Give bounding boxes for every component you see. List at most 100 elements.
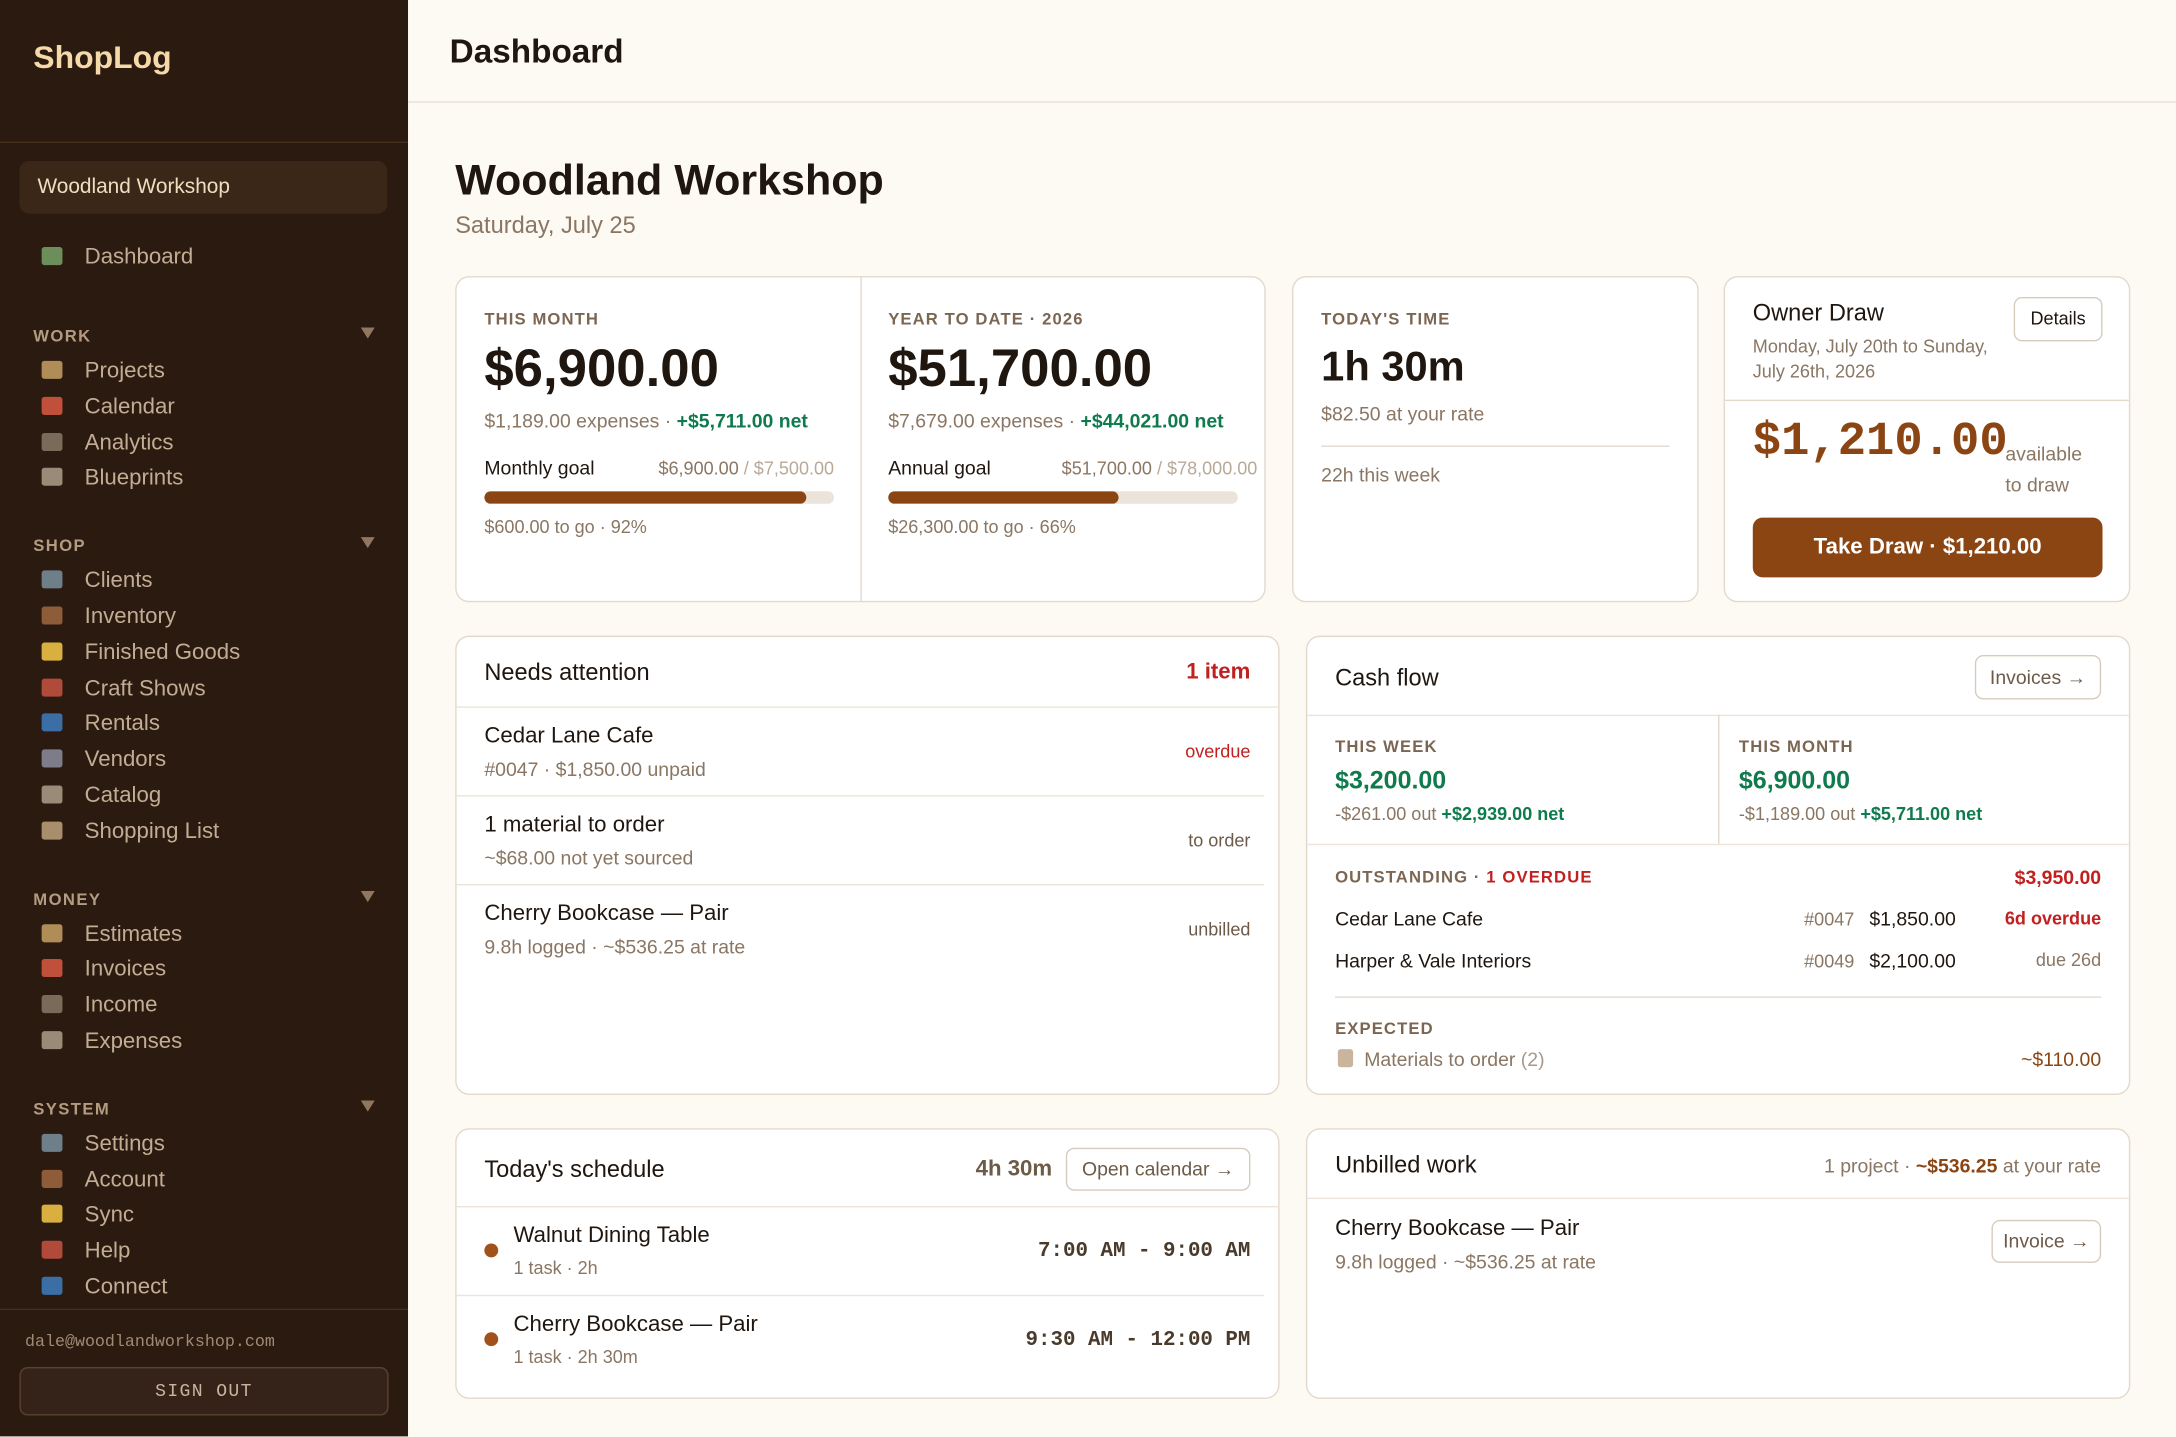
progress-fill [888, 491, 1120, 504]
nav-item[interactable]: Blueprints [33, 467, 183, 492]
nav-item[interactable]: Inventory [33, 605, 176, 630]
item-time: 9:30 AM - 12:00 PM [1025, 1328, 1251, 1352]
divider [0, 1308, 409, 1311]
icon [41, 785, 63, 804]
client[interactable]: Harper & Vale Interiors [1335, 949, 1532, 972]
icon [41, 570, 63, 589]
nav-item[interactable]: Craft Shows [33, 677, 206, 702]
progress-label: $600.00 to go · 92% [484, 516, 647, 538]
divider [1307, 843, 2129, 846]
nav-item[interactable]: Shopping List [33, 820, 219, 845]
item-title[interactable]: Cherry Bookcase — Pair [513, 1312, 758, 1337]
item-title[interactable]: Cedar Lane Cafe [484, 724, 654, 749]
nav-item[interactable]: Clients [33, 569, 153, 594]
nav-item[interactable]: Income [33, 994, 157, 1019]
item-detail: 1 task · 2h 30m [513, 1346, 638, 1367]
nav-item[interactable]: Finished Goods [33, 641, 240, 666]
nav-item[interactable]: Settings [33, 1132, 165, 1157]
details-button[interactable]: Details [2013, 296, 2103, 342]
header-title: Dashboard [449, 33, 624, 71]
label: OUTSTANDING · [1335, 867, 1481, 887]
divider [1718, 714, 1720, 844]
nav-item[interactable]: Help [33, 1240, 130, 1265]
sign-out-button[interactable]: SIGN OUT [19, 1366, 389, 1416]
nav-item[interactable]: Calendar [33, 395, 175, 420]
goal-target: / $78,000.00 [1157, 457, 1258, 479]
title: Needs attention [484, 659, 650, 686]
nav-item[interactable]: Invoices [33, 958, 166, 983]
amount: $6,900.00 [484, 340, 719, 399]
expenses-line: $7,679.00 expenses · +$44,021.00 net [888, 409, 1223, 431]
nav-label: Clients [84, 569, 153, 593]
nav-label: Connect [84, 1275, 168, 1299]
invoice: #0047 [1804, 909, 1855, 930]
brand[interactable]: ShopLog [33, 38, 172, 75]
progress-track [484, 491, 835, 504]
item-title[interactable]: 1 material to order [484, 813, 665, 837]
open-calendar-button[interactable]: Open calendar → [1065, 1147, 1251, 1191]
draw-amount: $1,210.00 [1752, 416, 2008, 470]
hours: 1h 30m [1321, 344, 1465, 390]
divider [456, 1205, 1279, 1208]
icon [41, 468, 63, 487]
amount: $1,850.00 [1869, 907, 1956, 930]
item-detail: #0047 · $1,850.00 unpaid [484, 757, 706, 780]
goal-values: $6,900.00 / $7,500.00 [658, 458, 834, 479]
page-title: Woodland Workshop [455, 155, 884, 205]
nav-item[interactable]: Projects [33, 359, 165, 384]
nav-item[interactable]: Rentals [33, 712, 160, 737]
nav-item[interactable]: Analytics [33, 431, 174, 456]
nav-item[interactable]: Vendors [33, 748, 166, 773]
item-title[interactable]: Cherry Bookcase — Pair [484, 902, 729, 926]
nav-label: Catalog [84, 784, 162, 808]
net: +$44,021.00 net [1080, 409, 1224, 432]
count: (2) [1520, 1047, 1545, 1070]
label: THIS MONTH [484, 309, 600, 329]
owner-draw-card: Owner Draw Details Monday, July 20th to … [1723, 276, 2131, 603]
icon [41, 396, 63, 415]
nav-item[interactable]: Expenses [33, 1030, 182, 1055]
goal-label: Annual goal [888, 456, 991, 479]
label: THIS MONTH [1738, 736, 1854, 757]
nav-label: Income [84, 993, 158, 1018]
divider [456, 884, 1265, 886]
nav-item[interactable]: Estimates [33, 922, 182, 947]
title: Cash flow [1335, 664, 1439, 692]
nav-item[interactable]: Account [33, 1168, 165, 1193]
workspace[interactable]: Woodland Workshop [19, 160, 388, 214]
stats-card: THIS MONTH $6,900.00 $1,189.00 expenses … [455, 276, 1266, 603]
item-title[interactable]: Walnut Dining Table [513, 1224, 710, 1248]
item-detail: 9.8h logged · ~$536.25 at rate [1335, 1250, 1596, 1273]
nav-item[interactable]: Dashboard [33, 246, 193, 271]
collapse-toggle[interactable] [360, 890, 375, 902]
invoice-button[interactable]: Invoice → [1991, 1219, 2102, 1263]
status: 6d overdue [2004, 907, 2102, 929]
out-line: -$261.00 out +$2,939.00 net [1335, 804, 1564, 825]
count: 1 item [1186, 660, 1251, 685]
collapse-toggle[interactable] [360, 327, 375, 339]
title: Today's schedule [484, 1156, 665, 1183]
out: -$1,189.00 out [1738, 803, 1856, 825]
take-draw-button[interactable]: Take Draw · $1,210.00 [1752, 517, 2103, 578]
client[interactable]: Cedar Lane Cafe [1335, 907, 1484, 930]
icon [41, 821, 63, 840]
nav-label: Account [84, 1167, 165, 1192]
label: YEAR TO DATE · 2026 [888, 309, 1084, 329]
progress-track [888, 491, 1238, 504]
item-detail: 1 task · 2h [513, 1257, 598, 1279]
item-title[interactable]: Cherry Bookcase — Pair [1335, 1217, 1580, 1241]
unbilled-card: Unbilled work 1 project · ~$536.25 at yo… [1305, 1128, 2131, 1399]
collapse-toggle[interactable] [360, 1100, 375, 1112]
nav-label: Dashboard [84, 245, 194, 270]
collapse-toggle[interactable] [360, 537, 375, 549]
invoices-button[interactable]: Invoices → [1974, 655, 2102, 700]
nav-item[interactable]: Connect [33, 1275, 167, 1300]
expenses-line: $1,189.00 expenses · +$5,711.00 net [484, 409, 808, 431]
nav-item[interactable]: Sync [33, 1204, 134, 1229]
nav-item[interactable]: Catalog [33, 784, 161, 809]
goal-target: / $7,500.00 [743, 457, 835, 479]
week: 22h this week [1321, 463, 1440, 486]
divider [456, 795, 1265, 797]
nav-label: Sync [84, 1203, 135, 1228]
